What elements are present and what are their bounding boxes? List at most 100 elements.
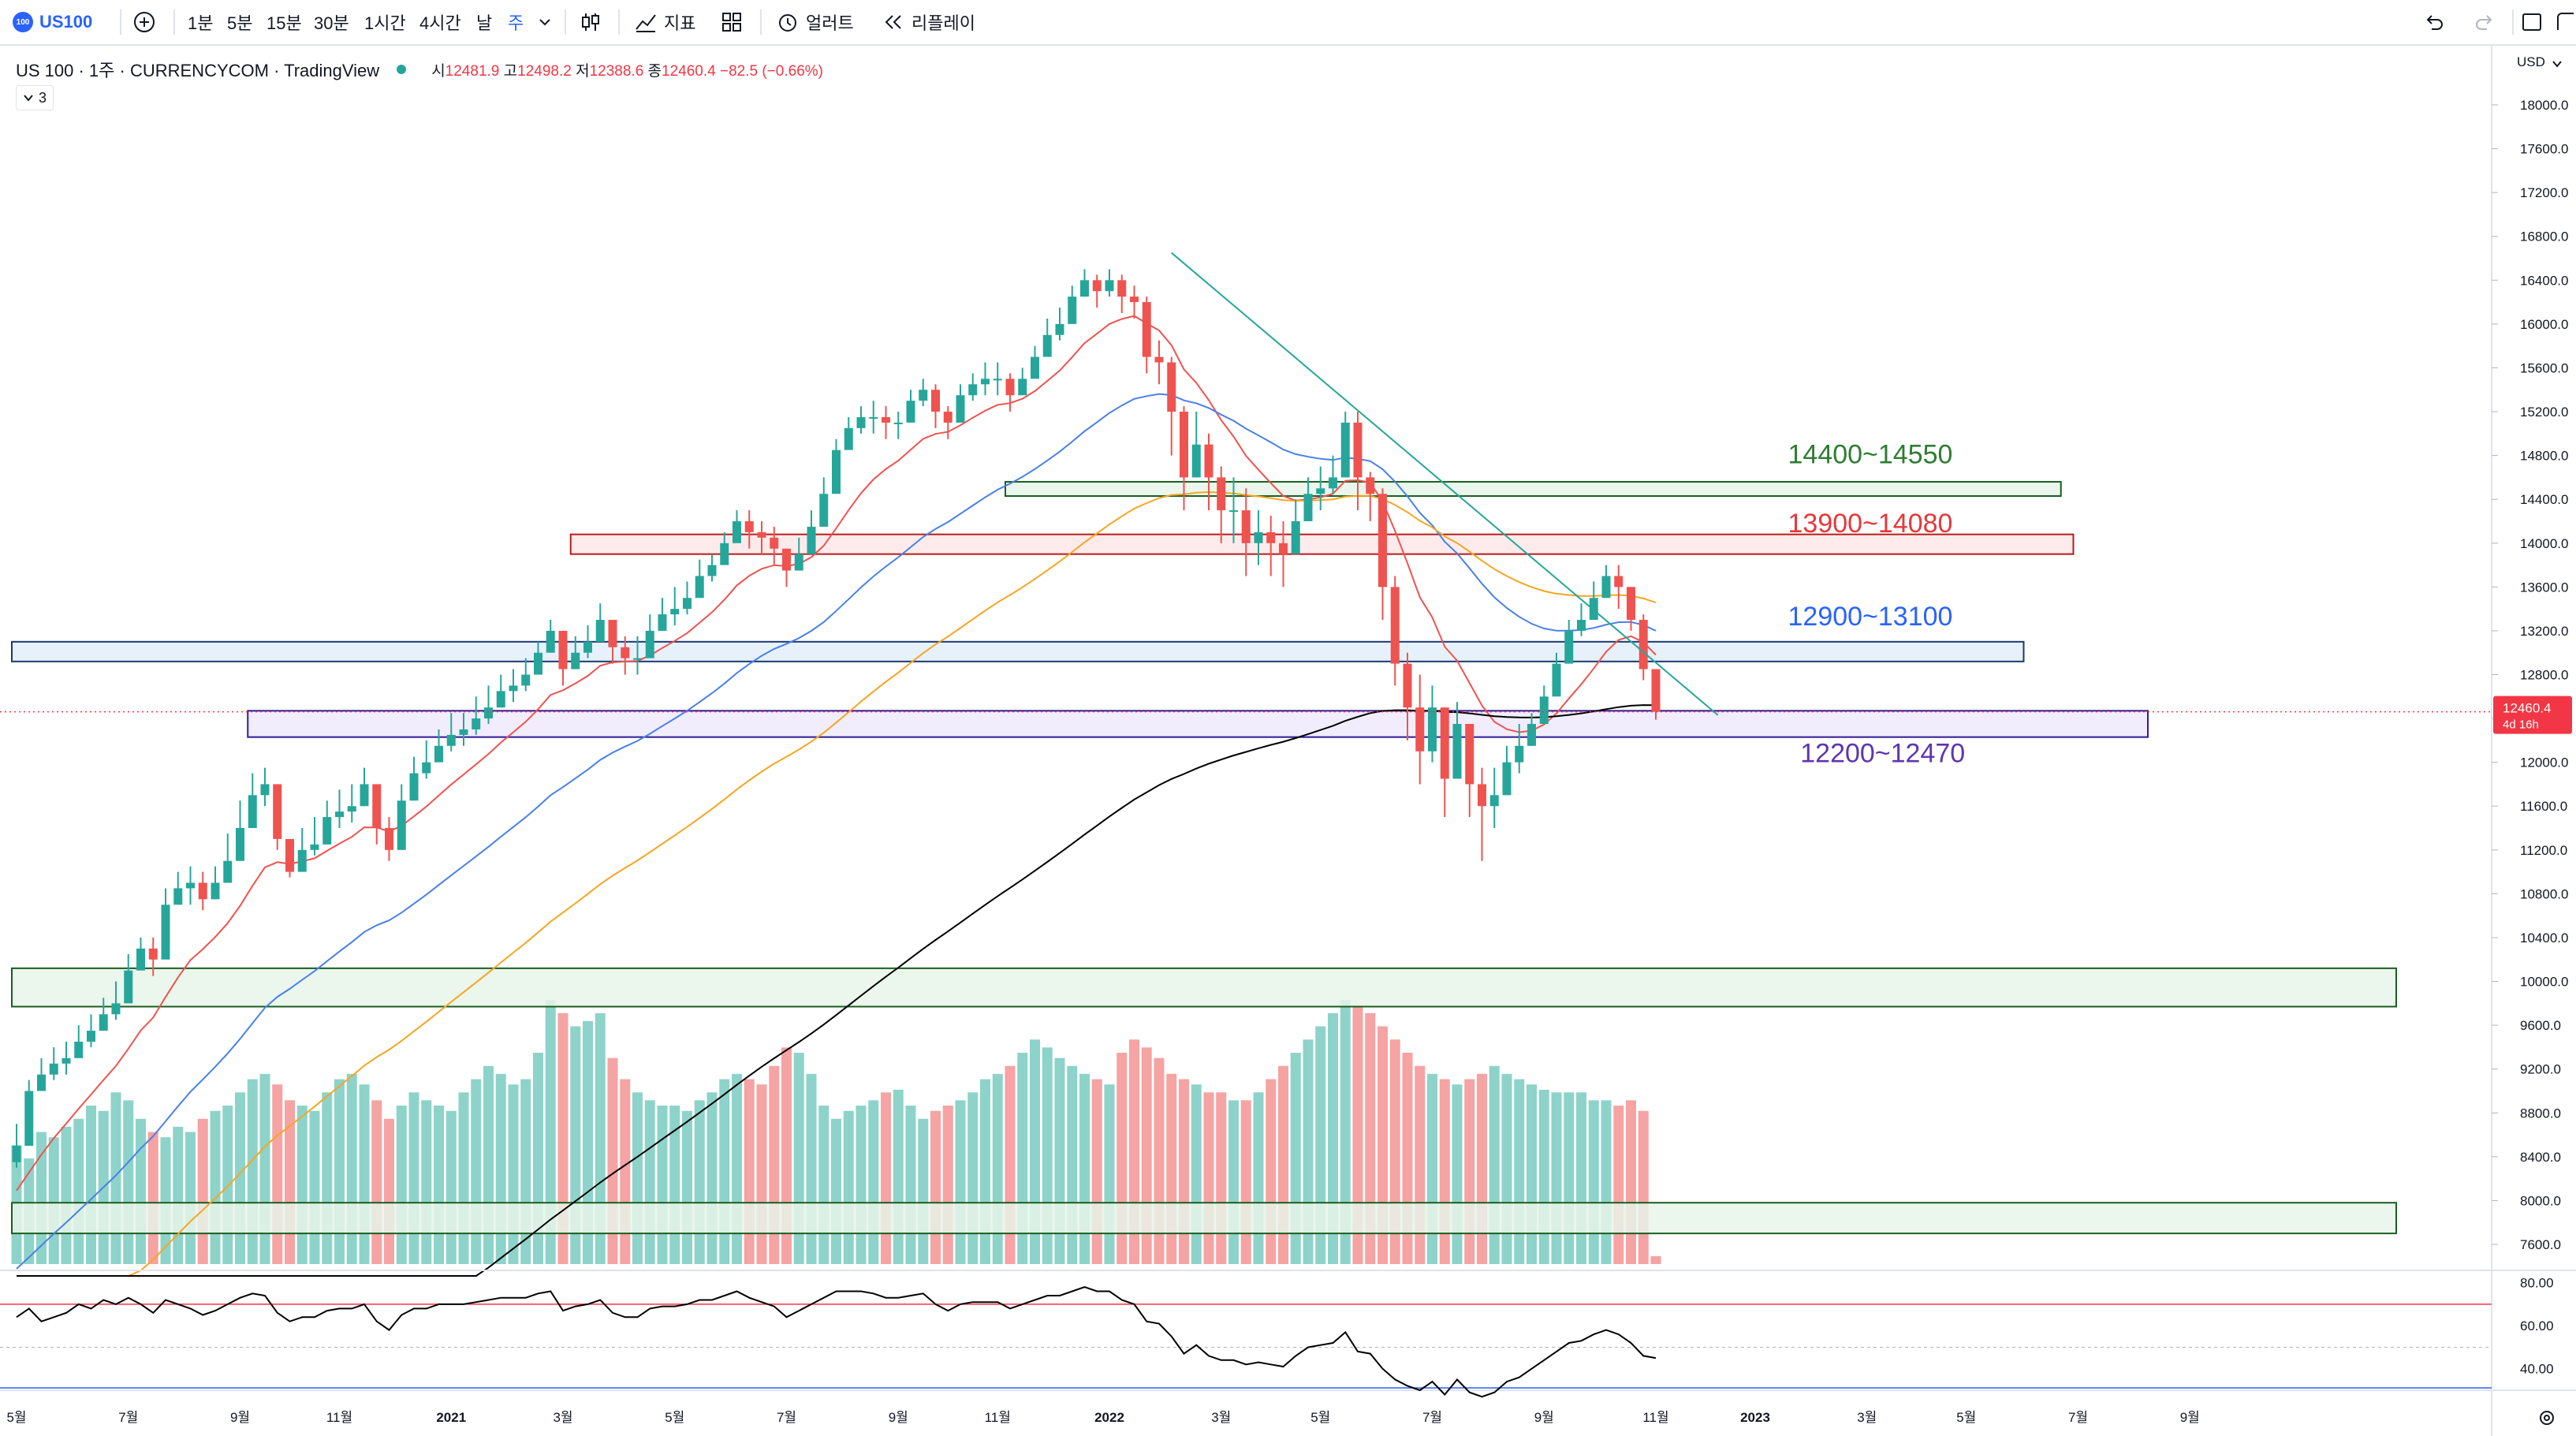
candle[interactable] [1452, 702, 1462, 779]
snapshot-button[interactable] [2555, 0, 2575, 44]
candle[interactable] [87, 1014, 95, 1047]
symbol-search[interactable]: 100 US100 [13, 0, 92, 44]
candle[interactable] [906, 390, 915, 423]
candle[interactable] [1329, 455, 1337, 494]
candle[interactable] [484, 685, 493, 725]
candle[interactable] [1191, 412, 1201, 478]
candle[interactable] [832, 438, 841, 494]
candle[interactable] [1229, 477, 1238, 543]
candle[interactable] [583, 625, 592, 658]
zone-box[interactable] [569, 533, 2075, 555]
candle[interactable] [1601, 565, 1611, 599]
candle[interactable] [1005, 373, 1015, 412]
candle[interactable] [956, 384, 965, 423]
candle[interactable] [310, 817, 319, 856]
candle[interactable] [136, 937, 145, 971]
fullscreen-button[interactable] [2520, 0, 2544, 44]
candle[interactable] [844, 416, 853, 450]
candle[interactable] [385, 817, 393, 861]
candle[interactable] [1478, 767, 1486, 861]
candle[interactable] [322, 800, 332, 845]
candle[interactable] [1627, 587, 1635, 631]
candle[interactable] [1291, 499, 1300, 554]
candle[interactable] [943, 406, 952, 439]
candle[interactable] [360, 767, 369, 807]
candle[interactable] [1589, 581, 1598, 621]
candle[interactable] [1204, 433, 1213, 511]
candle[interactable] [12, 1124, 21, 1168]
compare-add-button[interactable] [132, 0, 156, 44]
candle[interactable] [285, 838, 294, 878]
candle[interactable] [1279, 520, 1288, 587]
candle[interactable] [1638, 614, 1648, 681]
candle[interactable] [595, 603, 605, 642]
interval-1h[interactable]: 1시간 [364, 13, 406, 33]
candle[interactable] [347, 784, 356, 823]
candle[interactable] [1403, 652, 1412, 740]
candle[interactable] [658, 598, 667, 631]
candle[interactable] [148, 937, 158, 976]
interval-dropdown[interactable] [538, 0, 552, 44]
candle[interactable] [1018, 367, 1027, 396]
zone-box[interactable] [247, 710, 2149, 738]
candle[interactable] [707, 554, 717, 582]
candle[interactable] [1366, 472, 1375, 521]
candle[interactable] [111, 981, 121, 1020]
candle[interactable] [546, 620, 555, 653]
candle[interactable] [37, 1057, 46, 1091]
candle[interactable] [1092, 274, 1102, 308]
interval-5m[interactable]: 5분 [227, 13, 253, 33]
zone-box[interactable] [11, 967, 2397, 1008]
candle[interactable] [1614, 565, 1624, 610]
candle[interactable] [422, 740, 431, 779]
candle[interactable] [1068, 285, 1077, 324]
candle[interactable] [173, 871, 183, 905]
candle[interactable] [757, 520, 766, 554]
candle[interactable] [1105, 269, 1114, 297]
candle[interactable] [297, 828, 307, 872]
zone-box[interactable] [11, 640, 2025, 662]
candle[interactable] [1180, 406, 1188, 511]
candle[interactable] [434, 729, 443, 763]
candle[interactable] [670, 587, 680, 625]
candle[interactable] [1042, 318, 1052, 357]
candle[interactable] [981, 362, 990, 396]
candle[interactable] [1130, 285, 1139, 319]
candle[interactable] [1515, 724, 1524, 774]
redo-button[interactable] [2473, 0, 2496, 44]
candle[interactable] [633, 636, 642, 675]
candle[interactable] [49, 1046, 58, 1080]
candle[interactable] [1316, 466, 1325, 511]
layout-button[interactable] [721, 0, 743, 44]
interval-1d[interactable]: 날 [476, 13, 493, 33]
candle[interactable] [1428, 685, 1437, 763]
trendline[interactable] [1171, 252, 1719, 716]
candle[interactable] [74, 1025, 84, 1058]
candle[interactable] [409, 756, 419, 801]
candle[interactable] [472, 696, 481, 735]
candle[interactable] [733, 510, 741, 543]
candle[interactable] [1527, 713, 1536, 746]
candle[interactable] [161, 888, 170, 960]
candle[interactable] [24, 1080, 34, 1146]
candle[interactable] [571, 636, 580, 670]
candle[interactable] [260, 767, 270, 807]
candle[interactable] [1577, 603, 1586, 636]
candle[interactable] [794, 537, 803, 571]
zone-box[interactable] [1005, 480, 2062, 498]
candle[interactable] [236, 800, 244, 861]
candle[interactable] [1564, 620, 1574, 664]
candle[interactable] [335, 789, 344, 829]
chart-canvas[interactable]: 14400~14550 13900~14080 12900~13100 12200~1… [0, 46, 2576, 1436]
candle[interactable] [1241, 488, 1251, 576]
candle[interactable] [1303, 477, 1313, 521]
candle[interactable] [1080, 269, 1089, 297]
candle[interactable] [1266, 516, 1276, 576]
candle[interactable] [248, 773, 257, 829]
candle[interactable] [1552, 652, 1561, 697]
studies-toggle-button[interactable]: 3 [16, 85, 54, 110]
candle[interactable] [558, 630, 568, 686]
candle[interactable] [1489, 767, 1499, 829]
candle[interactable] [782, 548, 791, 587]
candle[interactable] [608, 620, 617, 664]
